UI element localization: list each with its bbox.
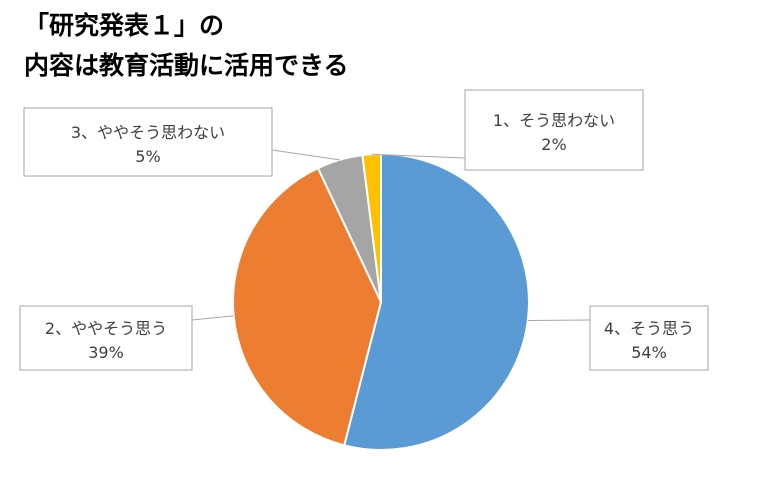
slice-category-label: 4、そう思う <box>604 319 694 338</box>
chart-title-line-2: 内容は教育活動に活用できる <box>24 51 349 80</box>
callout-box-4 <box>464 89 644 171</box>
chart-title-line-1: 「研究発表１」の <box>24 11 225 40</box>
slice-category-label: 3、ややそう思わない <box>71 123 225 142</box>
slice-value-label: 39% <box>88 343 124 362</box>
leader-line-2 <box>191 315 234 321</box>
callout-box-3 <box>23 107 273 177</box>
callout-box-2 <box>19 305 193 371</box>
leader-line-4 <box>371 153 466 159</box>
slice-category-label: 2、ややそう思う <box>45 319 167 338</box>
leader-line-1 <box>527 319 591 322</box>
leader-line-3 <box>271 149 340 161</box>
slice-value-label: 5% <box>135 147 160 166</box>
slice-value-label: 2% <box>541 135 566 154</box>
pie-slice-2 <box>232 166 383 447</box>
slice-value-label: 54% <box>631 343 667 362</box>
callout-box-1 <box>589 305 709 371</box>
slice-category-label: 1、そう思わない <box>493 111 615 130</box>
